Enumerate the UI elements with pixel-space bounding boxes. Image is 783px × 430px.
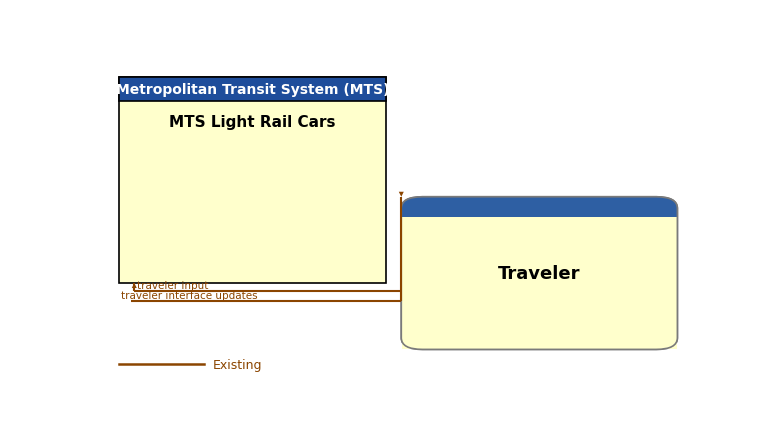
Text: Existing: Existing — [213, 358, 262, 371]
Bar — [402, 207, 677, 217]
Text: traveler input: traveler input — [137, 280, 209, 290]
Text: Metropolitan Transit System (MTS): Metropolitan Transit System (MTS) — [116, 83, 389, 97]
Bar — [119, 78, 386, 102]
Text: Traveler: Traveler — [498, 264, 580, 283]
FancyBboxPatch shape — [119, 78, 386, 283]
Text: MTS Light Rail Cars: MTS Light Rail Cars — [169, 115, 336, 130]
FancyBboxPatch shape — [402, 197, 677, 217]
Bar — [402, 217, 677, 350]
Bar — [119, 78, 386, 102]
FancyBboxPatch shape — [402, 197, 677, 350]
Text: traveler interface updates: traveler interface updates — [121, 290, 258, 300]
